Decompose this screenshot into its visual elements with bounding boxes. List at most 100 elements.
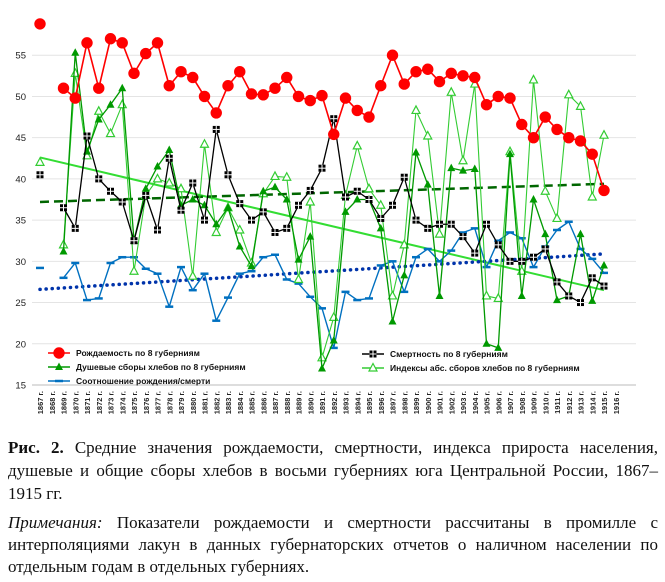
data-point-circle [163,80,175,92]
data-point-circle [492,90,504,103]
series-3 [35,67,609,362]
legend-item: Рождаемость по 8 губерниям [48,347,200,359]
data-point-circle [57,82,70,94]
data-point-open-triangle [199,138,210,148]
data-point-circle [339,92,352,104]
data-point-open-triangle [317,352,327,362]
data-point-open-triangle [293,273,304,284]
data-point-open-triangle [176,183,186,193]
x-tick-label: 1890 г. [306,391,315,414]
data-point-circle [445,67,457,80]
series-layer [34,18,610,372]
data-point-open-triangle [575,100,586,110]
data-point-open-triangle [234,224,245,234]
legend-label: Соотношение рождения/смерти [76,376,210,386]
data-point-triangle [600,260,608,269]
x-axis: 1867 г. 1868 г. 1869 г. 1870 г. 1871 г. 1872 … [32,384,636,414]
series-0 [34,18,610,197]
x-tick-label: 1904 г. [471,391,480,414]
x-tick-label: 1891 г. [318,391,327,414]
x-tick-label: 1868 г. [48,391,57,414]
x-tick-label: 1905 г. [483,391,492,414]
data-point-circle [574,135,587,147]
legend-item: Соотношение рождения/смерти [48,376,210,386]
x-tick-label: 1896 г. [377,391,386,414]
data-point-open-triangle [528,74,539,84]
data-point-triangle [435,291,444,299]
x-tick-label: 1913 г. [577,391,586,414]
data-point-circle [81,37,93,49]
x-tick-label: 1879 г. [177,391,186,414]
data-point-circle [504,92,516,104]
data-point-open-triangle [563,89,574,99]
data-point-triangle [482,339,491,347]
data-point-triangle [235,241,244,250]
data-point-triangle [353,195,362,203]
data-point-circle [598,184,610,197]
data-point-open-triangle [152,173,163,183]
x-tick-label: 1870 г. [71,391,80,414]
data-point-circle [410,66,422,78]
y-axis: 15 20 25 30 35 40 45 50 55 [15,51,26,392]
data-point-circle [104,33,117,45]
series-line [62,118,605,304]
x-tick-label: 1893 г. [342,391,351,414]
x-tick-label: 1914 г. [588,391,597,414]
trend-line-1 [39,182,605,204]
data-point-circle [516,118,528,131]
data-point-open-triangle [599,129,609,139]
x-tick-label: 1916 г. [612,391,621,414]
data-point-open-triangle [35,156,45,166]
x-tick-label: 1888 г. [283,391,292,414]
data-point-triangle [55,362,63,370]
legend-label: Смертность по 8 губерниям [390,349,508,359]
data-point-open-triangle [446,86,457,96]
data-point-open-triangle [411,104,421,115]
data-point-open-triangle [481,290,492,300]
data-point-circle [351,104,363,117]
x-tick-label: 1874 г. [118,391,127,414]
x-tick-label: 1899 г. [412,391,421,414]
legend-item: Смертность по 8 губерниям [362,349,508,359]
data-point-triangle [376,223,385,232]
data-point-circle [375,80,387,92]
x-tick-label: 1887 г. [271,391,280,414]
data-point-open-triangle [352,140,363,150]
figure-caption: Рис. 2. Средние значения рождаемости, см… [8,436,658,505]
y-tick-label: 15 [15,381,26,392]
x-tick-label: 1882 г. [212,391,221,414]
y-tick-label: 20 [15,339,26,350]
data-point-triangle [423,180,432,188]
data-point-triangle [188,195,197,203]
data-point-circle [328,128,340,141]
data-point-open-triangle [458,154,468,165]
x-tick-label: 1892 г. [330,391,339,414]
data-point-triangle [141,184,150,192]
legend: Рождаемость по 8 губерниям Смертность по … [48,347,580,386]
data-point-open-triangle [129,265,139,275]
legend-label: Индексы абс. сборов хлебов по 8 губерния… [390,363,580,373]
x-tick-label: 1894 г. [353,391,362,414]
x-tick-label: 1897 г. [389,391,398,414]
data-point-triangle [165,145,174,154]
data-point-triangle [94,115,103,123]
x-tick-label: 1883 г. [224,391,233,414]
x-tick-label: 1880 г. [189,391,198,414]
data-point-open-triangle [493,292,504,303]
data-point-triangle [271,182,279,191]
data-point-triangle [588,296,597,304]
data-point-open-triangle [399,239,410,249]
x-tick-label: 1873 г. [107,391,116,414]
data-point-triangle [517,291,526,299]
data-point-open-triangle [364,183,374,193]
data-point-triangle [529,195,538,203]
data-point-open-triangle [387,290,398,300]
x-tick-label: 1867 г. [36,391,45,414]
data-point-triangle [341,207,350,215]
data-point-circle [34,18,46,30]
data-point-triangle [400,270,409,279]
data-point-circle [116,37,128,49]
notes-text: Показатели рождаемости и смертности расс… [8,513,658,576]
x-tick-label: 1869 г. [60,391,69,414]
x-tick-label: 1886 г. [259,391,268,414]
